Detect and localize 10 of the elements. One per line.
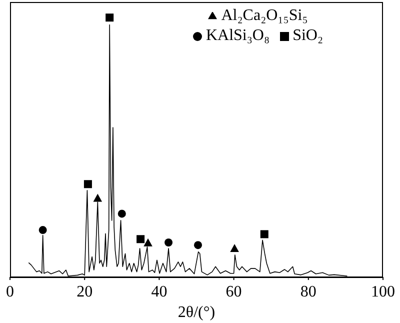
- legend-label: KAlSi₃O₈: [206, 27, 270, 44]
- x-tick-label: 100: [371, 283, 395, 300]
- x-tick-label: 40: [151, 283, 168, 300]
- x-tick-label: 80: [300, 283, 316, 300]
- x-axis-title: 2θ/(°): [178, 304, 216, 321]
- legend-label: Al₂Ca₂O₁₅Si₅: [221, 7, 308, 24]
- x-tick-label: 20: [76, 283, 93, 300]
- legend-label: SiO₂: [292, 27, 324, 44]
- x-tick-label: 0: [6, 283, 14, 300]
- x-tick-label: 60: [226, 283, 242, 300]
